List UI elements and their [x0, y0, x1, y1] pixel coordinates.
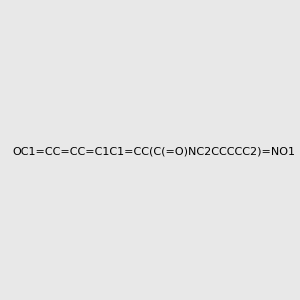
Text: OC1=CC=CC=C1C1=CC(C(=O)NC2CCCCC2)=NO1: OC1=CC=CC=C1C1=CC(C(=O)NC2CCCCC2)=NO1 — [12, 146, 295, 157]
